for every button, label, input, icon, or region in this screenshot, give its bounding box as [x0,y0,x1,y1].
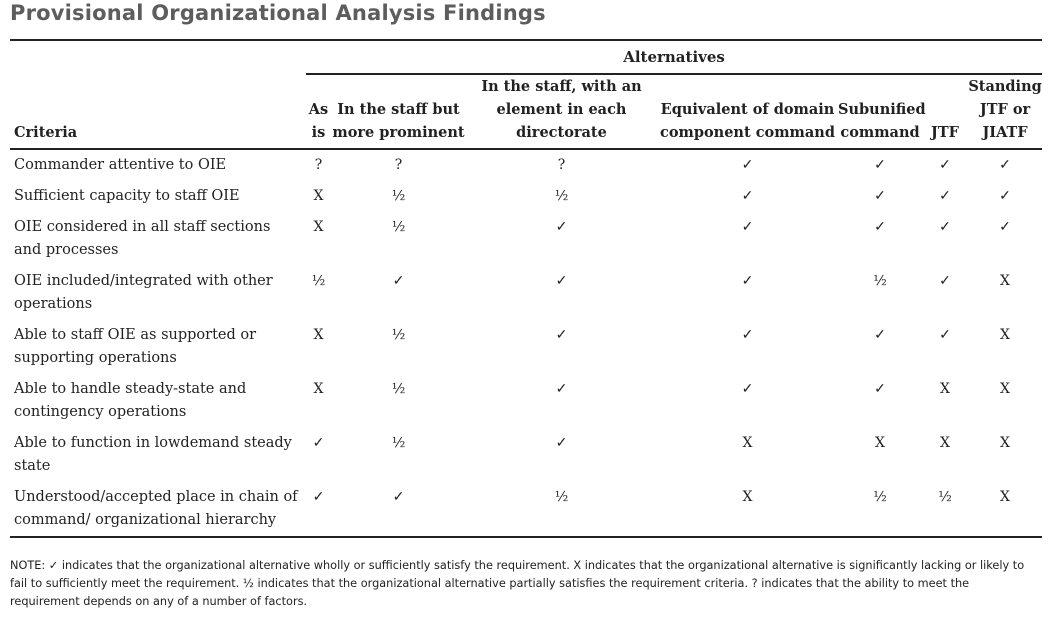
rating-cell: ✓ [312,489,325,505]
table-note: NOTE: ✓ indicates that the organizationa… [10,559,1025,608]
rating-cell: ? [394,157,403,173]
rating-cell: ✓ [939,219,951,235]
criterion-cell: Able to staff OIE as supported or suppor… [14,327,257,366]
column-header: As is [306,74,331,150]
criterion-cell: Sufficient capacity to staff OIE [14,188,240,204]
rating-cell: ✓ [312,435,325,451]
rating-cell: ½ [873,489,887,505]
rating-cell: ✓ [392,273,405,289]
rating-cell: ½ [873,273,887,289]
rating-cell: X [742,435,753,451]
rating-cell: ½ [938,489,952,505]
rating-cell: ✓ [874,219,886,235]
rating-cell: ✓ [999,157,1011,173]
rating-cell: ✓ [741,381,754,397]
rating-cell: ? [557,157,566,173]
rating-cell: X [1000,489,1011,505]
rating-cell: ½ [311,273,326,289]
table-row: Understood/accepted place in chain of co… [10,482,1042,537]
rating-cell: X [1000,273,1011,289]
rating-cell: ✓ [555,219,568,235]
table-body: Commander attentive to OIE??? ✓ ✓ ✓ ✓ Suffici… [10,149,1042,537]
rating-cell: X [1000,435,1011,451]
rating-cell: ✓ [741,273,754,289]
rating-cell: X [1000,327,1011,343]
rating-cell: ✓ [939,273,951,289]
rating-cell: ? [314,157,323,173]
page-title: Provisional Organizational Analysis Find… [10,1,546,25]
rating-cell: ✓ [999,219,1011,235]
column-header: JTF [922,74,968,150]
rating-cell: ✓ [392,489,405,505]
rating-cell: ✓ [939,327,951,343]
rating-cell: ½ [391,219,406,235]
rating-cell: ½ [391,381,406,397]
criterion-cell: Understood/accepted place in chain of co… [14,489,298,528]
rating-cell: ✓ [555,327,568,343]
rating-cell: ✓ [939,188,951,204]
table-row: Sufficient capacity to staff OIE X ½ ½ ✓ ✓ ✓ ✓ [10,181,1042,212]
rating-cell: ✓ [555,273,568,289]
criteria-header: Criteria [10,74,306,150]
rating-cell: X [313,219,324,235]
rating-cell: ½ [391,327,406,343]
rating-cell: X [742,489,753,505]
rating-cell: X [940,381,950,397]
column-header: Equivalent of domain component command [657,74,838,150]
rating-cell: ✓ [741,327,754,343]
rating-cell: ½ [554,489,569,505]
rating-cell: X [313,327,324,343]
rating-cell: X [313,381,324,397]
rating-cell: ½ [391,435,406,451]
rating-cell: ✓ [939,157,951,173]
rating-cell: ½ [391,188,406,204]
rating-cell: ½ [554,188,569,204]
rating-cell: ✓ [741,157,754,173]
criteria-head-spacer [10,40,306,74]
rating-cell: X [940,435,950,451]
table-row: Able to handle steady-state and continge… [10,374,1042,428]
column-header: Standing JTF or JIATF [968,74,1043,150]
table-row: OIE included/integrated with other opera… [10,266,1042,320]
criterion-cell: OIE considered in all staff sections and… [14,219,271,258]
rating-cell: ✓ [555,435,568,451]
rating-cell: ✓ [999,188,1011,204]
rating-cell: ✓ [874,381,886,397]
criterion-cell: Able to function in lowdemand steady sta… [14,435,292,474]
rating-cell: X [875,435,885,451]
findings-table: Alternatives Criteria As is In the staff … [10,39,1043,538]
rating-cell: ✓ [874,188,886,204]
column-header: In the staff, with an element in each di… [466,74,657,150]
table-row: Able to function in lowdemand steady sta… [10,428,1042,482]
table-row: OIE considered in all staff sections and… [10,212,1042,266]
alternatives-header: Alternatives [306,40,1043,75]
column-header: In the staff but more prominent [331,74,466,150]
table-row: Able to staff OIE as supported or suppor… [10,320,1042,374]
criterion-cell: Able to handle steady-state and continge… [14,381,247,420]
criterion-cell: OIE included/integrated with other opera… [14,273,273,312]
criterion-cell: Commander attentive to OIE [14,157,227,173]
rating-cell: X [1000,381,1011,397]
rating-cell: ✓ [874,157,886,173]
column-header: Subunified command [838,74,926,150]
rating-cell: ✓ [555,381,568,397]
table-row: Commander attentive to OIE??? ✓ ✓ ✓ ✓ [10,149,1042,181]
rating-cell: ✓ [741,219,754,235]
rating-cell: ✓ [874,327,886,343]
rating-cell: X [313,188,324,204]
rating-cell: ✓ [741,188,754,204]
